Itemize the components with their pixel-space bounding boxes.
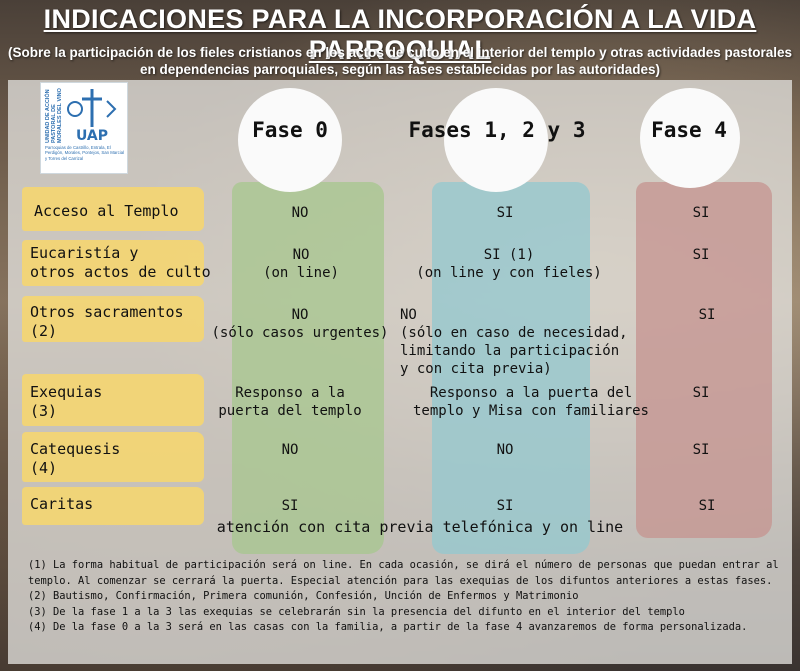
cell-eucaristia-fase0: NO (on line) <box>263 247 339 281</box>
row-label-exequias: Exequias (3) <box>30 383 103 420</box>
cell-catequesis-fase4: SI <box>692 442 710 458</box>
row-label-sacramentos: Otros sacramentos (2) <box>30 303 184 340</box>
cell-caritas-fase123: SI <box>496 498 514 514</box>
logo-emblem-text: UAP <box>76 128 108 143</box>
cell-caritas-fase0: SI <box>281 498 299 514</box>
cell-acceso-fase123: SI <box>496 205 514 221</box>
phase-0-header: Fase 0 <box>252 118 328 142</box>
row-label-acceso-bg <box>22 187 204 231</box>
phase-4-header: Fase 4 <box>651 118 727 142</box>
cell-sacramentos-fase123: NO (sólo en caso de necesidad, limitando… <box>400 307 628 377</box>
logo-vertical-text: UNIDAD DE ACCIÓN PASTORAL DE MORALES DEL… <box>45 88 63 143</box>
row-label-sacramentos-bg <box>22 296 204 342</box>
cell-eucaristia-fase4: SI <box>692 247 710 263</box>
footnote-1: (1) La forma habitual de participación s… <box>28 559 779 587</box>
page-title: INDICACIONES PARA LA INCORPORACIÓN A LA … <box>43 4 757 65</box>
phase-123-header: Fases 1, 2 y 3 <box>408 118 586 142</box>
cell-acceso-fase4: SI <box>692 205 710 221</box>
cell-sacramentos-fase0: NO (sólo casos urgentes) <box>211 307 389 341</box>
footnote-2: (2) Bautismo, Confirmación, Primera comu… <box>28 590 579 602</box>
page-subtitle: (Sobre la participación de los fieles cr… <box>8 45 792 77</box>
cell-catequesis-fase0: NO <box>281 442 299 458</box>
phase-0-column <box>232 182 384 554</box>
cell-sacramentos-fase4: SI <box>698 307 716 323</box>
footnote-4: (4) De la fase 0 a la 3 será en las casa… <box>28 621 748 633</box>
cell-exequias-fase4: SI <box>692 385 710 401</box>
cell-exequias-fase123: Responso a la puerta del templo y Misa c… <box>412 385 649 419</box>
phase-0-circle <box>238 88 342 192</box>
phase-123-circle <box>444 88 548 192</box>
logo-caption: Parroquias de Castrillo, Entrala, El Per… <box>45 145 125 161</box>
cell-catequesis-fase123: NO <box>496 442 514 458</box>
row-label-catequesis-bg <box>22 432 204 482</box>
phase-4-column <box>636 182 772 538</box>
logo-emblem-icon: UAP <box>67 89 117 143</box>
cell-acceso-fase0: NO <box>291 205 309 221</box>
row-label-eucaristia: Eucaristía y otros actos de culto <box>30 244 211 281</box>
caritas-note: atención con cita previa telefónica y on… <box>216 518 624 536</box>
footnotes: (1) La forma habitual de participación s… <box>28 558 788 636</box>
row-label-catequesis: Catequesis (4) <box>30 440 121 477</box>
phase-123-column <box>432 182 590 554</box>
row-label-caritas: Caritas <box>30 495 94 513</box>
cell-caritas-fase4: SI <box>698 498 716 514</box>
cell-eucaristia-fase123: SI (1) (on line y con fieles) <box>416 247 602 281</box>
row-label-eucaristia-bg <box>22 240 204 286</box>
row-label-caritas-bg <box>22 487 204 525</box>
parish-logo: UNIDAD DE ACCIÓN PASTORAL DE MORALES DEL… <box>40 82 128 174</box>
row-label-acceso: Acceso al Templo <box>34 202 179 220</box>
footnote-3: (3) De la fase 1 a la 3 las exequias se … <box>28 605 685 618</box>
cell-exequias-fase0: Responso a la puerta del templo <box>218 385 362 419</box>
phase-4-circle <box>640 88 740 188</box>
row-label-exequias-bg <box>22 374 204 426</box>
